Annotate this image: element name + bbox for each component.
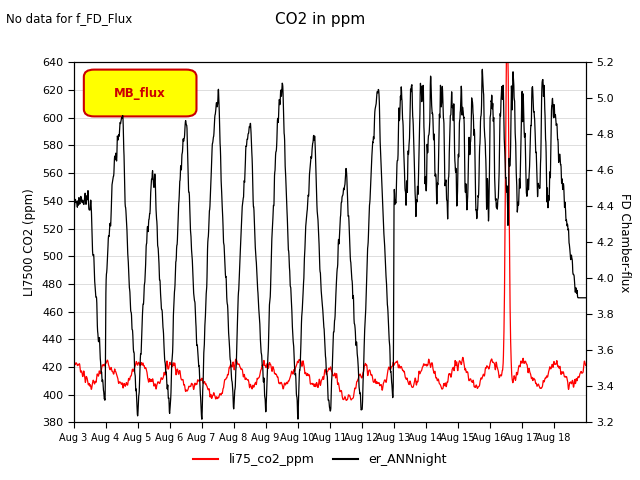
Text: No data for f_FD_Flux: No data for f_FD_Flux [6, 12, 132, 25]
Legend: li75_co2_ppm, er_ANNnight: li75_co2_ppm, er_ANNnight [188, 448, 452, 471]
Text: MB_flux: MB_flux [115, 86, 166, 99]
FancyBboxPatch shape [84, 70, 196, 116]
Y-axis label: FD Chamber-flux: FD Chamber-flux [618, 192, 630, 292]
Y-axis label: LI7500 CO2 (ppm): LI7500 CO2 (ppm) [24, 189, 36, 296]
Text: CO2 in ppm: CO2 in ppm [275, 12, 365, 27]
